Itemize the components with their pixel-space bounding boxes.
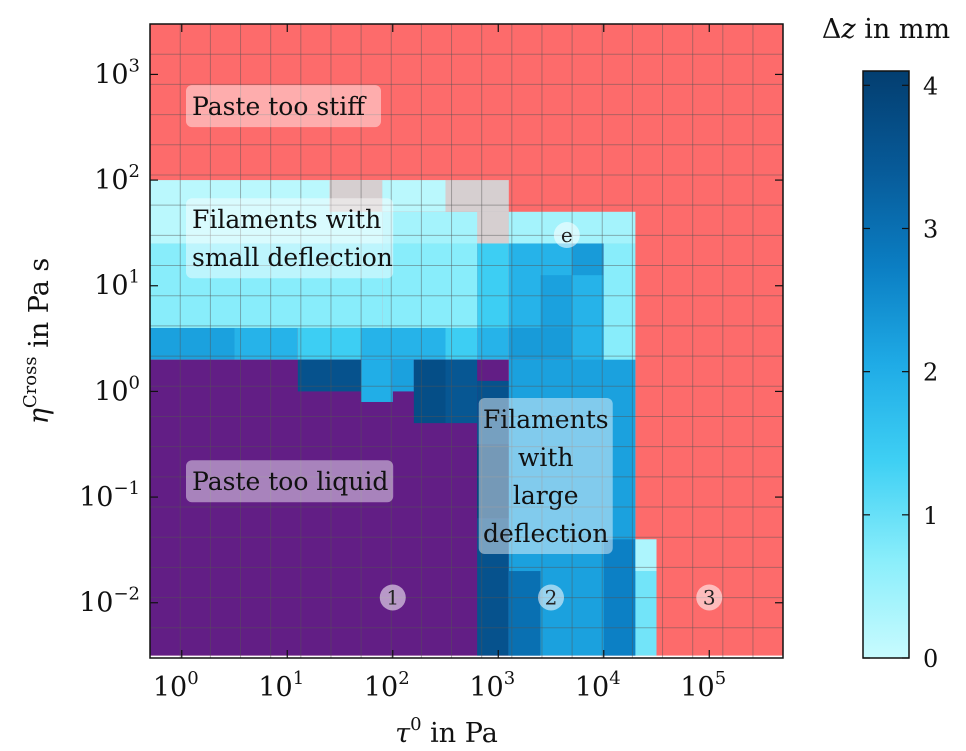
x-tick-label: 101: [258, 668, 304, 703]
y-tick-label: 10−1: [79, 478, 140, 513]
heatmap-cell-dz-30: [477, 444, 509, 519]
region-label-group: Filaments with large deflection: [478, 397, 613, 554]
plot-area: Paste too stiff Filaments with small defle…: [150, 24, 783, 658]
region-label: Filaments: [483, 405, 609, 434]
heatmap-cell-dz-19: [445, 328, 478, 360]
heatmap-cell-dz-21: [508, 328, 573, 360]
point-marker-label: 3: [703, 585, 716, 609]
heatmap-cell-dz-9: [382, 243, 478, 329]
heatmap-cell-dz-12: [540, 275, 573, 329]
heatmap-cell-dz-27: [445, 359, 478, 424]
heatmap-cell-grey-4: [445, 180, 509, 212]
region-label: small deflection: [192, 243, 393, 272]
region-label: Filaments with: [192, 205, 381, 234]
heatmap-cell-dz-35: [508, 571, 541, 656]
point-marker: 3: [696, 584, 723, 611]
heatmap-cell-dz-18: [361, 328, 446, 360]
heatmap-cell-dz-15: [150, 328, 235, 360]
heatmap-cell-dz-20: [477, 328, 509, 360]
region-label-group: Paste too liquid: [186, 460, 394, 503]
x-tick-label: 104: [575, 668, 621, 703]
point-marker-circle: [553, 222, 580, 249]
region-label-bg: [186, 198, 394, 279]
heatmap-cell-dz-38: [635, 539, 657, 572]
region-label-bg: [186, 85, 381, 128]
region-label-group: Paste too stiff: [186, 85, 381, 128]
heatmap-cell-grey-6: [477, 211, 509, 244]
region-label-bg: [186, 460, 394, 503]
region-label: Paste too liquid: [192, 467, 388, 496]
region-label-bg: [478, 397, 613, 554]
y-axis-label: ηCross in Pa s: [20, 258, 55, 425]
colorbar: [862, 70, 910, 659]
x-tick-label: 102: [364, 668, 410, 703]
point-marker-circle: [379, 584, 406, 611]
colorbar-tick-label: 4: [923, 72, 938, 100]
x-tick-label: 105: [680, 668, 726, 703]
region-label: large: [513, 481, 579, 510]
x-tick-label: 100: [153, 668, 199, 703]
point-marker-label: 1: [386, 585, 399, 609]
heatmap-cell-dz-31: [477, 518, 509, 656]
heatmap-cell-dz-16: [234, 328, 298, 360]
heatmap-cell-dz-28: [477, 380, 509, 445]
region-label: deflection: [483, 519, 608, 548]
y-tick-label: 102: [94, 161, 140, 196]
point-marker: e: [553, 222, 580, 249]
x-axis-label: τ0 in Pa: [395, 714, 498, 749]
point-marker-circle: [538, 584, 565, 611]
heatmap-cell-dz-24: [361, 359, 393, 402]
heatmap-cell-dz-8: [150, 243, 383, 329]
heatmap-cell-dz-36: [603, 539, 636, 656]
y-tick-label: 101: [94, 267, 140, 302]
heatmap-cell-dz-33: [572, 275, 604, 360]
heatmap-cell-dz-10: [477, 243, 509, 329]
colorbar-label: Δz in mm: [822, 14, 950, 45]
point-marker: 2: [538, 584, 565, 611]
y-tick-label: 10−2: [79, 584, 140, 619]
colorbar-tick-label: 1: [923, 502, 938, 530]
point-marker-label: e: [561, 223, 573, 247]
point-marker-circle: [696, 584, 723, 611]
heatmap-cell-grey-2: [329, 180, 383, 212]
region-label: with: [518, 443, 574, 472]
heatmap-cell-dz-26: [413, 359, 446, 424]
plot-frame: [149, 23, 784, 659]
heatmap-cell-dz-3: [382, 180, 446, 212]
colorbar-tick-label: 3: [923, 215, 938, 243]
region-label-group: Filaments with small deflection: [186, 198, 394, 279]
heatmap-cell-dz-25: [392, 359, 414, 392]
y-tick-label: 100: [94, 372, 140, 407]
heatmap-cell-dz-17: [297, 328, 362, 360]
colorbar-tick-label: 0: [923, 645, 938, 673]
x-tick-label: 103: [469, 668, 515, 703]
heatmap-cell-dz-23: [297, 359, 362, 392]
y-tick-label: 103: [94, 55, 140, 90]
point-marker: 1: [379, 584, 406, 611]
region-label: Paste too stiff: [192, 92, 367, 121]
colorbar-tick-label: 2: [923, 359, 938, 387]
point-marker-label: 2: [545, 585, 558, 609]
